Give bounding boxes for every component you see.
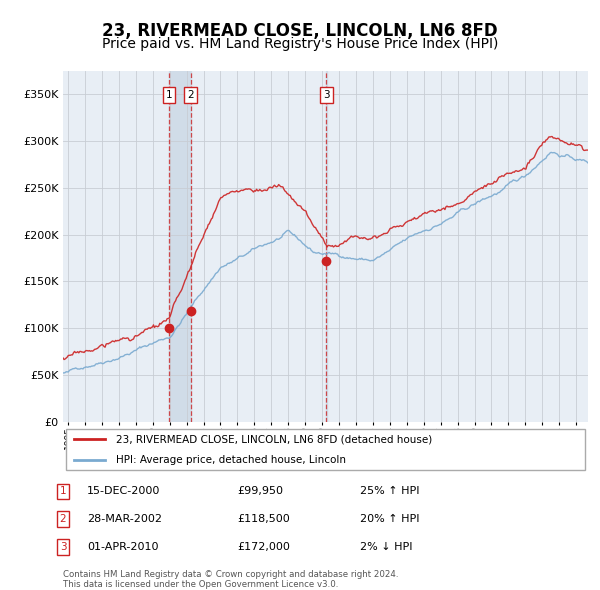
- Text: 2: 2: [187, 90, 194, 100]
- Text: Contains HM Land Registry data © Crown copyright and database right 2024.: Contains HM Land Registry data © Crown c…: [63, 570, 398, 579]
- Text: 01-APR-2010: 01-APR-2010: [87, 542, 158, 552]
- Text: 28-MAR-2002: 28-MAR-2002: [87, 514, 162, 524]
- Text: 3: 3: [323, 90, 329, 100]
- Text: 25% ↑ HPI: 25% ↑ HPI: [360, 487, 419, 496]
- Bar: [169, 71, 191, 422]
- Bar: [326, 71, 327, 422]
- Text: 15-DEC-2000: 15-DEC-2000: [87, 487, 160, 496]
- Text: 1: 1: [59, 487, 67, 496]
- Text: HPI: Average price, detached house, Lincoln: HPI: Average price, detached house, Linc…: [115, 455, 346, 465]
- Text: 1: 1: [166, 90, 172, 100]
- Text: Price paid vs. HM Land Registry's House Price Index (HPI): Price paid vs. HM Land Registry's House …: [102, 37, 498, 51]
- Text: This data is licensed under the Open Government Licence v3.0.: This data is licensed under the Open Gov…: [63, 579, 338, 589]
- FancyBboxPatch shape: [65, 429, 586, 470]
- Text: £118,500: £118,500: [237, 514, 290, 524]
- Text: £172,000: £172,000: [237, 542, 290, 552]
- Text: 23, RIVERMEAD CLOSE, LINCOLN, LN6 8FD (detached house): 23, RIVERMEAD CLOSE, LINCOLN, LN6 8FD (d…: [115, 434, 432, 444]
- Text: 3: 3: [59, 542, 67, 552]
- Text: 2% ↓ HPI: 2% ↓ HPI: [360, 542, 413, 552]
- Text: 2: 2: [59, 514, 67, 524]
- Text: 23, RIVERMEAD CLOSE, LINCOLN, LN6 8FD: 23, RIVERMEAD CLOSE, LINCOLN, LN6 8FD: [102, 22, 498, 41]
- Text: 20% ↑ HPI: 20% ↑ HPI: [360, 514, 419, 524]
- Text: £99,950: £99,950: [237, 487, 283, 496]
